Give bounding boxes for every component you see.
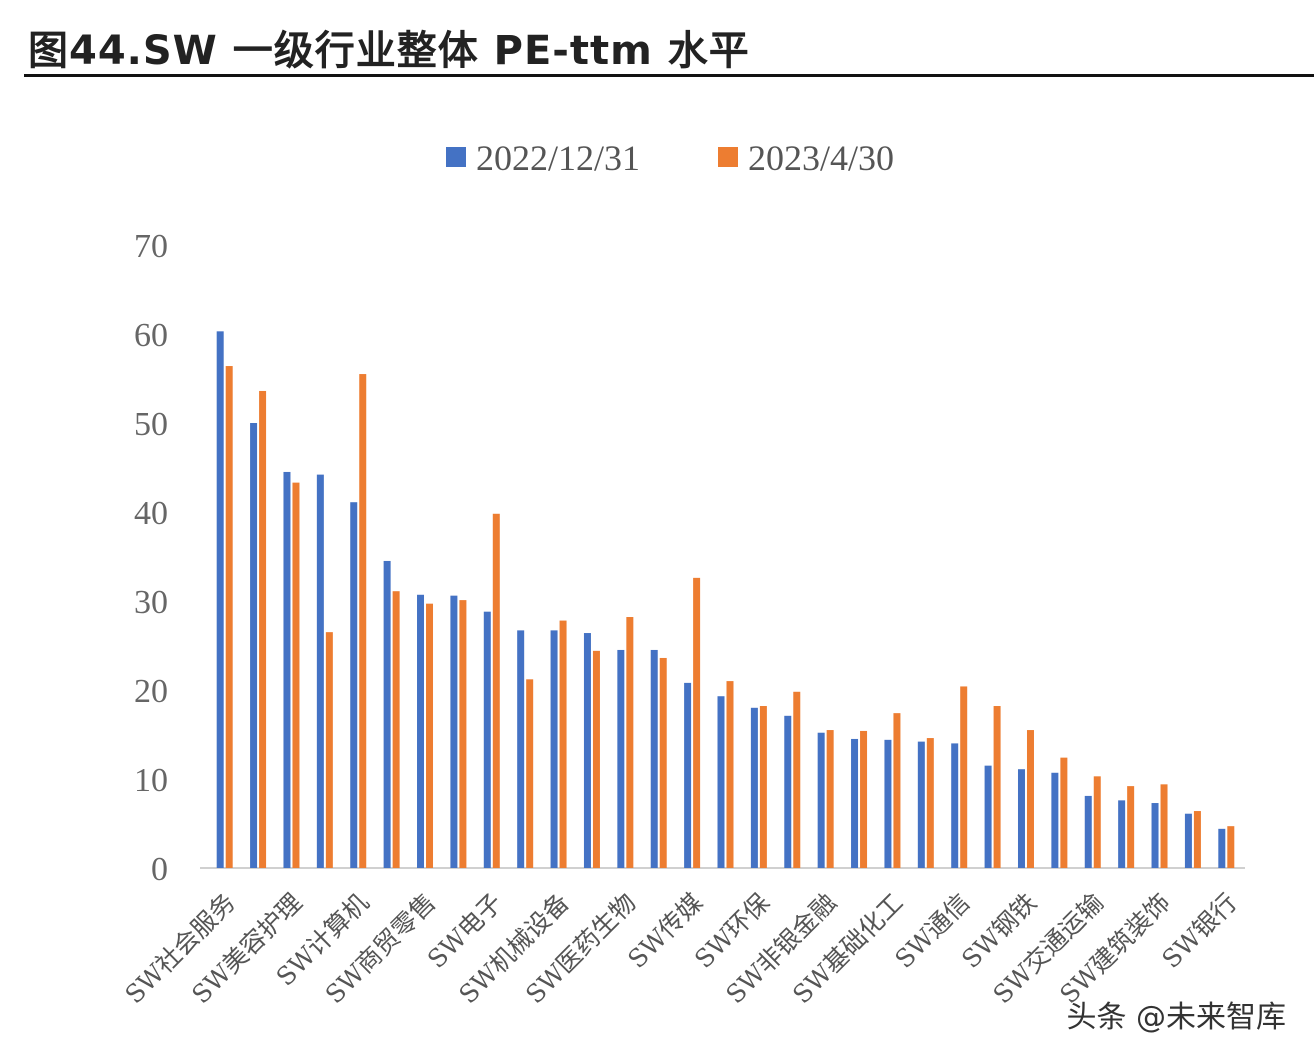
watermark: 头条 @未来智库: [1066, 1000, 1286, 1035]
bar-2022-12-31: [1017, 769, 1025, 868]
bar-2023-4-30: [292, 482, 300, 868]
bar-2022-12-31: [984, 765, 992, 868]
bar-2023-4-30: [926, 738, 934, 868]
y-tick-label: 20: [134, 673, 168, 710]
bar-2023-4-30: [426, 603, 434, 868]
bar-2023-4-30: [492, 513, 500, 868]
bar-2022-12-31: [851, 738, 859, 868]
bar-2023-4-30: [459, 600, 467, 868]
y-tick-label: 50: [134, 406, 168, 443]
bar-2022-12-31: [550, 630, 558, 868]
bar-2022-12-31: [1184, 813, 1192, 868]
bar-2022-12-31: [617, 649, 625, 868]
bar-2022-12-31: [283, 471, 291, 868]
bar-2022-12-31: [1118, 800, 1126, 868]
bar-2022-12-31: [483, 611, 491, 868]
bar-2023-4-30: [359, 374, 367, 868]
bar-2023-4-30: [559, 620, 567, 868]
bar-2023-4-30: [592, 650, 600, 868]
bar-2022-12-31: [1151, 803, 1159, 868]
bar-2022-12-31: [316, 474, 324, 868]
bar-2022-12-31: [1084, 795, 1092, 868]
bar-2022-12-31: [250, 423, 258, 868]
bar-2022-12-31: [216, 331, 224, 869]
bar-2022-12-31: [684, 682, 692, 868]
bar-2023-4-30: [325, 632, 333, 868]
bar-2022-12-31: [917, 741, 925, 868]
bar-2023-4-30: [993, 706, 1001, 868]
y-tick-label: 70: [134, 228, 168, 265]
bar-2022-12-31: [517, 630, 525, 868]
legend-swatch: [446, 147, 466, 167]
bar-2023-4-30: [826, 730, 834, 868]
y-tick-label: 0: [151, 851, 168, 888]
bar-2023-4-30: [1193, 811, 1201, 868]
bar-2022-12-31: [817, 732, 825, 868]
bar-2023-4-30: [726, 681, 734, 868]
bar-2023-4-30: [759, 706, 767, 868]
legend-swatch: [718, 147, 738, 167]
bar-2022-12-31: [650, 649, 658, 868]
bar-2022-12-31: [1218, 828, 1226, 868]
bar-2023-4-30: [1227, 826, 1235, 868]
bar-2023-4-30: [793, 691, 801, 868]
bar-2023-4-30: [225, 366, 233, 868]
bar-2023-4-30: [893, 713, 901, 868]
bar-2022-12-31: [450, 595, 458, 868]
bar-2023-4-30: [1026, 730, 1034, 868]
legend-label: 2022/12/31: [476, 138, 640, 178]
bar-2022-12-31: [784, 715, 792, 868]
bar-2023-4-30: [1160, 784, 1168, 868]
y-tick-label: 10: [134, 762, 168, 799]
bar-2023-4-30: [626, 617, 634, 868]
bar-2023-4-30: [1060, 757, 1068, 868]
bar-2022-12-31: [884, 739, 892, 868]
chart-title: 图44.SW 一级行业整体 PE-ttm 水平: [28, 28, 750, 74]
bar-2022-12-31: [750, 707, 758, 868]
bar-2022-12-31: [583, 633, 591, 868]
y-tick-label: 60: [134, 317, 168, 354]
bar-2023-4-30: [960, 686, 968, 868]
bar-2023-4-30: [259, 390, 267, 868]
bar-2023-4-30: [1093, 776, 1101, 868]
bar-2022-12-31: [350, 502, 358, 868]
x-tick-label: SW银行: [1156, 888, 1242, 974]
bar-2023-4-30: [526, 679, 534, 868]
bar-2022-12-31: [951, 743, 959, 868]
bar-2023-4-30: [659, 657, 667, 868]
bar-2023-4-30: [392, 591, 400, 868]
bar-2023-4-30: [693, 577, 701, 868]
title-divider: [24, 74, 1314, 77]
y-tick-label: 30: [134, 584, 168, 621]
bar-2023-4-30: [860, 730, 868, 868]
bar-2022-12-31: [417, 594, 425, 868]
y-tick-label: 40: [134, 495, 168, 532]
bar-2022-12-31: [1051, 772, 1059, 868]
legend-label: 2023/4/30: [748, 138, 894, 178]
bar-2022-12-31: [717, 696, 725, 868]
bar-2023-4-30: [1127, 786, 1135, 868]
bar-2022-12-31: [383, 560, 391, 868]
